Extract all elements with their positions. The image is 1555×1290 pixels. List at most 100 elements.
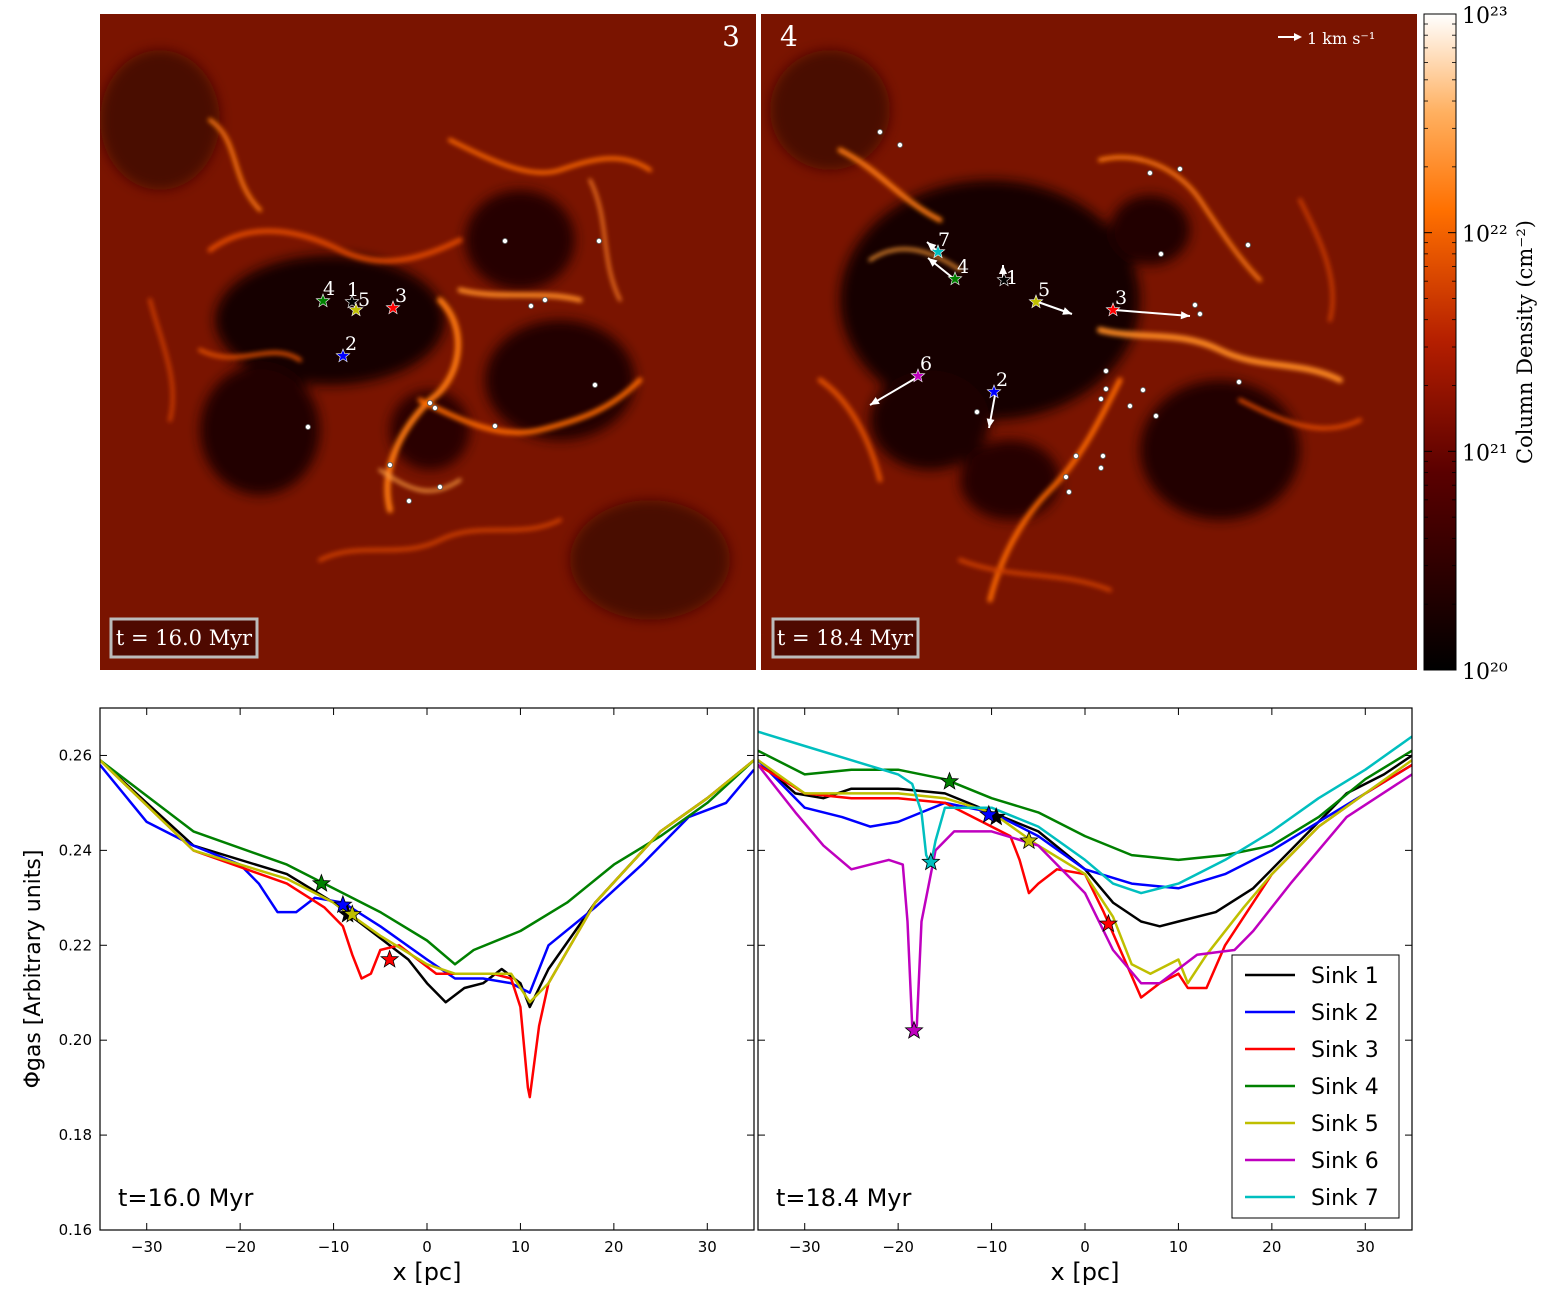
- series-line-sink-5: [100, 759, 754, 1004]
- sink-label-left-3: 3: [395, 285, 407, 307]
- sink-label-left-1: 1: [347, 279, 359, 301]
- panel-number-right: 4: [780, 20, 798, 53]
- sink-dot-marker: [1147, 169, 1154, 176]
- x-tick-label: 10: [511, 1238, 530, 1256]
- sink-dot-marker: [1100, 452, 1107, 459]
- sink-dot-marker: [542, 296, 549, 303]
- sink-dot-marker: [877, 128, 884, 135]
- y-tick-label: 0.26: [59, 746, 92, 764]
- y-axis-label: Φgas [Arbitrary units]: [21, 850, 46, 1089]
- velocity-arrowhead-icon: [999, 265, 1007, 274]
- sink-label-right-1: 1: [1006, 267, 1018, 289]
- velocity-arrowhead-icon: [986, 418, 995, 428]
- x-tick-label: −30: [131, 1238, 163, 1256]
- velocity-arrowhead-icon: [928, 258, 938, 267]
- potential-plot-left: −30 −20 −10 0 10 20 30 0.16 0.18 0.20 0.22 0.24 0.26…: [59, 707, 755, 1286]
- sink-dot-marker: [426, 399, 433, 406]
- velocity-arrowhead-icon: [1062, 307, 1072, 315]
- colorbar-tick-label: 10²⁰: [1462, 660, 1508, 685]
- time-box-right: t = 18.4 Myr: [771, 617, 920, 659]
- x-tick-label: −20: [224, 1238, 256, 1256]
- sink-dot-marker: [1153, 412, 1160, 419]
- sink-dot-marker: [596, 237, 603, 244]
- sink-dot-marker: [592, 381, 599, 388]
- colorbar-tick-label: 10²³: [1462, 4, 1508, 29]
- x-tick-label: −10: [976, 1238, 1008, 1256]
- legend: Sink 1 Sink 2 Sink 3 Sink 4 Sink 5 Sink 6 Sink…: [1231, 954, 1400, 1219]
- series-line-sink-2: [100, 764, 754, 994]
- sink-dot-marker: [1066, 488, 1073, 495]
- sink-label-right-4: 4: [957, 256, 969, 278]
- sink-dot-marker: [528, 302, 535, 309]
- sink-dot-marker: [1098, 464, 1105, 471]
- sink-dot-marker: [1127, 402, 1134, 409]
- sink-dot-marker: [405, 497, 412, 504]
- velocity-arrowhead-icon: [1180, 311, 1190, 320]
- sink-position-star-sink-5: [1019, 830, 1039, 850]
- sink-label-right-6: 6: [920, 353, 932, 375]
- series-line-sink-4: [758, 749, 1412, 862]
- series-line-sink-6: [758, 764, 1412, 1028]
- sink-label-left-4: 4: [323, 278, 335, 300]
- velocity-arrowhead-icon: [927, 242, 937, 251]
- sink-dot-marker: [304, 423, 311, 430]
- y-tick-label: 0.20: [59, 1031, 92, 1049]
- sink-label-right-5: 5: [1038, 279, 1050, 301]
- velocity-legend-label: 1 km s⁻¹: [1307, 29, 1375, 48]
- sink-star-right-6: [910, 368, 926, 383]
- velocity-arrow-icon: [1294, 33, 1302, 41]
- legend-item-label: Sink 1: [1311, 964, 1379, 989]
- sink-dot-marker: [1245, 241, 1252, 248]
- x-tick-label: 20: [604, 1238, 623, 1256]
- series-line-sink-1: [758, 754, 1412, 928]
- plot-time-annotation: t=16.0 Myr: [118, 1184, 253, 1212]
- sink-position-star-sink-6: [904, 1020, 924, 1039]
- time-box-left: t = 16.0 Myr: [109, 617, 259, 659]
- sink-star-right-3: [1105, 302, 1121, 317]
- sink-star-left-2: [335, 348, 351, 363]
- sink-star-right-4: [947, 271, 963, 286]
- sink-dot-marker: [1098, 395, 1105, 402]
- sink-dot-marker: [1177, 165, 1184, 172]
- sink-dot-marker: [897, 141, 904, 148]
- legend-item-label: Sink 6: [1311, 1149, 1379, 1174]
- x-tick-label: 0: [422, 1238, 432, 1256]
- sink-dot-marker: [386, 461, 393, 468]
- sink-dot-marker: [1073, 452, 1080, 459]
- x-tick-label: 10: [1169, 1238, 1188, 1256]
- sink-star-right-2: [986, 384, 1002, 399]
- series-line-sink-3: [758, 763, 1412, 999]
- panel-number-left: 3: [722, 20, 740, 53]
- sink-dot-marker: [974, 408, 981, 415]
- sink-position-star-sink-3: [380, 949, 400, 968]
- sink-label-left-5: 5: [358, 289, 370, 311]
- sink-position-star-sink-2: [333, 894, 353, 914]
- sink-label-right-2: 2: [996, 369, 1008, 391]
- sink-position-star-sink-7: [921, 852, 941, 871]
- sink-position-star-sink-4: [311, 873, 332, 892]
- sink-position-star-sink-3: [1098, 913, 1118, 933]
- colorbar-label: Column Density (cm⁻²): [1513, 220, 1537, 464]
- velocity-arrow-sink-3: [1114, 309, 1191, 317]
- sink-dot-marker: [1236, 378, 1243, 385]
- x-tick-label: 20: [1262, 1238, 1281, 1256]
- density-map-left: [100, 14, 756, 670]
- sink-position-star-sink-4: [939, 771, 960, 790]
- y-tick-label: 0.16: [59, 1221, 92, 1239]
- x-tick-label: 0: [1080, 1238, 1090, 1256]
- plot-time-annotation: t=18.4 Myr: [776, 1184, 911, 1212]
- colorbar: 10²⁰ 10²¹ 10²² 10²³ Column Density (cm⁻²): [1423, 4, 1537, 685]
- series-line-sink-2: [758, 759, 1412, 890]
- sink-dot-marker: [1140, 386, 1147, 393]
- sink-dot-marker: [501, 237, 508, 244]
- sink-label-right-3: 3: [1115, 287, 1127, 309]
- sink-star-right-7: [930, 244, 946, 259]
- sink-dot-marker: [1197, 310, 1204, 317]
- legend-item-label: Sink 2: [1311, 1001, 1379, 1026]
- velocity-arrowhead-icon: [870, 397, 880, 405]
- series-line-sink-1: [100, 759, 754, 1009]
- legend-item-label: Sink 5: [1311, 1112, 1379, 1137]
- x-axis-label: x [pc]: [393, 1258, 462, 1286]
- potential-plot-right: −30 −20 −10 0 10 20 30 x [pc] t=18.4 Myr: [757, 707, 1413, 1286]
- sink-dot-marker: [491, 422, 498, 429]
